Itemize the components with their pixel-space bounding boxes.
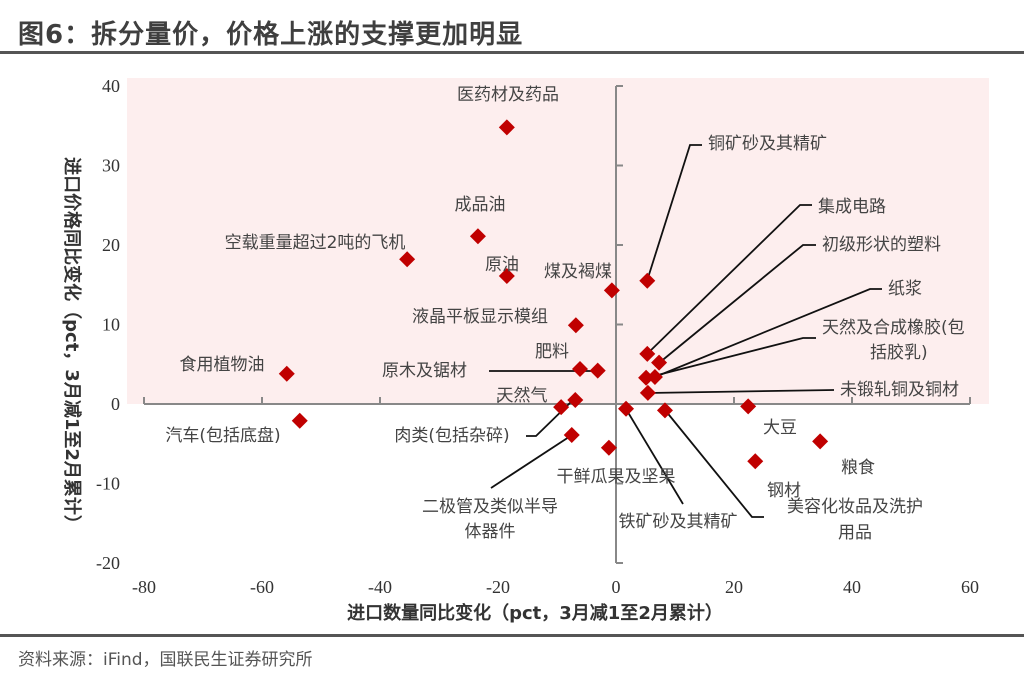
point-label: 肥料 xyxy=(535,342,569,362)
data-point-diamond xyxy=(567,317,584,334)
data-point-diamond xyxy=(589,362,606,379)
data-point-diamond xyxy=(553,399,570,416)
footer-divider xyxy=(0,634,1024,637)
point-label: 原油 xyxy=(485,255,519,275)
x-tick-label: -40 xyxy=(368,577,392,597)
point-label: 二极管及类似半导 xyxy=(422,497,558,517)
point-label: 纸浆 xyxy=(888,279,922,299)
data-point-diamond xyxy=(639,345,656,362)
data-point-diamond xyxy=(399,251,416,268)
data-point-diamond xyxy=(469,228,486,245)
data-point-diamond xyxy=(638,369,655,386)
point-label: 空载重量超过2吨的飞机 xyxy=(225,233,406,253)
point-label: 天然气 xyxy=(497,386,548,406)
point-label: 医药材及药品 xyxy=(457,85,559,105)
point-label: 天然及合成橡胶(包 xyxy=(822,318,965,338)
x-tick-label: -60 xyxy=(250,577,274,597)
plot-background xyxy=(127,78,989,404)
point-label: 美容化妆品及洗护 xyxy=(787,497,923,517)
point-label: 粮食 xyxy=(841,458,875,478)
y-tick-label: -10 xyxy=(96,474,120,494)
x-tick-label: 20 xyxy=(725,577,743,597)
source-note: 资料来源：iFind，国联民生证券研究所 xyxy=(18,650,313,670)
leader-line-cosmetics xyxy=(664,409,764,518)
data-point-diamond xyxy=(572,361,589,378)
data-point-diamond xyxy=(740,398,757,415)
x-tick-label: -80 xyxy=(132,577,156,597)
point-label: 干鲜瓜果及坚果 xyxy=(557,467,676,487)
x-axis-title: 进口数量同比变化（pct，3月减1至2月累计） xyxy=(347,602,723,624)
point-label: 液晶平板显示模组 xyxy=(412,307,548,327)
point-label: 用品 xyxy=(838,523,872,543)
y-tick-label: 20 xyxy=(102,235,120,255)
leader-lines xyxy=(489,144,882,518)
point-label: 肉类(包括杂碎) xyxy=(394,426,509,446)
axes: -80 -60 -40 -20 0 20 40 60 40 30 20 10 0 -10 -20 xyxy=(96,76,979,597)
data-point-diamond xyxy=(812,433,829,450)
point-label: 未锻轧铜及铜材 xyxy=(840,380,959,400)
y-tick-label: -20 xyxy=(96,553,120,573)
point-label: 汽车(包括底盘) xyxy=(165,426,280,446)
chart-title: 图6：拆分量价，价格上涨的支撑更加明显 xyxy=(18,20,524,50)
data-point-diamond xyxy=(291,412,308,429)
y-tick-label: 40 xyxy=(102,76,120,96)
data-point-diamond xyxy=(567,392,584,409)
point-label: 原木及锯材 xyxy=(382,361,467,381)
leader-line-rubber xyxy=(645,337,816,379)
leader-line-primary-plastic xyxy=(658,244,816,364)
data-point-diamond xyxy=(639,384,656,401)
data-point-diamond xyxy=(747,453,764,470)
leader-line-copper-material xyxy=(647,389,835,394)
data-point-diamond xyxy=(639,272,656,289)
y-tick-label: 0 xyxy=(111,394,120,414)
x-tick-label: 60 xyxy=(961,577,979,597)
x-tick-label: 40 xyxy=(843,577,861,597)
data-point-diamond xyxy=(600,439,617,456)
data-point-diamond xyxy=(618,400,635,417)
leader-line-copper-ore xyxy=(646,144,702,282)
y-tick-label: 10 xyxy=(102,315,120,335)
point-label: 初级形状的塑料 xyxy=(822,235,941,255)
x-tick-label: -20 xyxy=(486,577,510,597)
point-label: 食用植物油 xyxy=(180,355,265,375)
data-point-diamond xyxy=(563,427,580,444)
y-axis-title: 进口价格同比变化（pct，3月减1至2月累计） xyxy=(61,157,83,533)
leader-line-pulp xyxy=(654,288,882,378)
leader-line-diode xyxy=(490,434,573,489)
point-label: 体器件 xyxy=(465,522,516,542)
point-label: 钢材 xyxy=(767,481,801,501)
point-label: 成品油 xyxy=(455,195,506,215)
data-point-diamond xyxy=(603,282,620,299)
point-label: 集成电路 xyxy=(818,197,886,217)
data-point-diamond xyxy=(651,354,668,371)
data-point-diamond xyxy=(646,368,663,385)
point-label: 括胶乳) xyxy=(870,343,928,363)
data-point-diamond xyxy=(498,119,515,136)
leader-line-integrated-circuit xyxy=(646,204,812,355)
data-point-diamond xyxy=(656,402,673,419)
data-points xyxy=(278,119,829,470)
title-divider xyxy=(0,51,1024,54)
point-label: 煤及褐煤 xyxy=(544,262,612,282)
data-point-diamond xyxy=(278,365,295,382)
point-label: 铜矿砂及其精矿 xyxy=(708,134,827,154)
x-tick-label: 0 xyxy=(612,577,621,597)
point-label: 大豆 xyxy=(763,418,797,438)
data-point-diamond xyxy=(498,268,515,285)
y-tick-label: 30 xyxy=(102,156,120,176)
leader-line-iron-ore xyxy=(625,408,684,505)
point-label: 铁矿砂及其精矿 xyxy=(619,512,738,532)
